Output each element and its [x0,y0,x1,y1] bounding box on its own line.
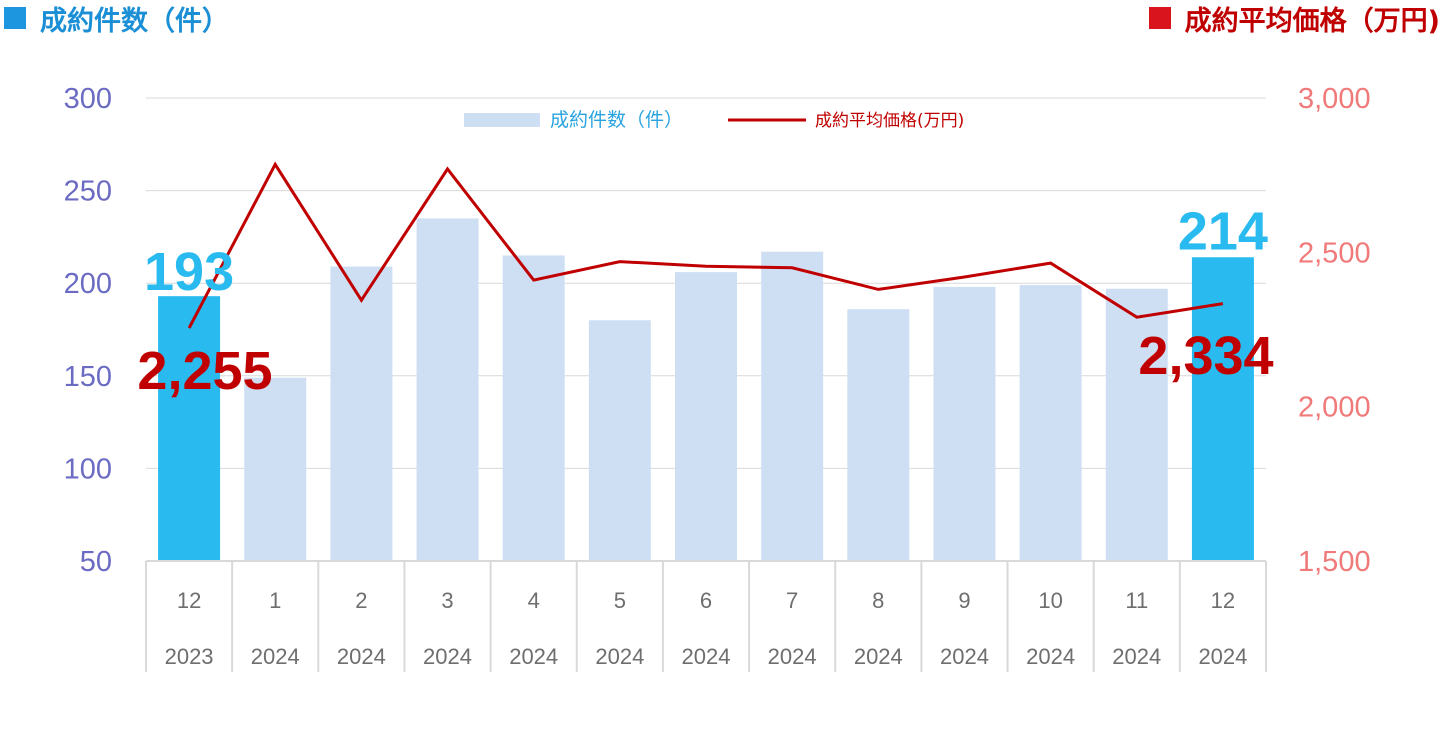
y-left-tick-label: 200 [64,268,112,300]
callout-line-last: 2,334 [1138,326,1273,386]
line-series-marker-icon [1148,7,1171,29]
x-tick-year: 2024 [940,644,989,669]
x-tick-year: 2024 [251,644,300,669]
right-axis-title-text: 成約平均価格（万円) [1184,5,1440,37]
y-right-tick-label: 2,000 [1298,392,1371,424]
x-tick-month: 9 [958,588,970,613]
y-left-tick-label: 100 [64,453,112,485]
y-right-tick-label: 3,000 [1298,83,1371,115]
x-tick-year: 2023 [165,644,214,669]
bar [502,255,565,562]
callout-bar-first: 193 [144,242,234,302]
bar [761,251,824,561]
x-tick-year: 2024 [509,644,558,669]
bar [847,309,910,561]
x-tick-month: 12 [1211,588,1235,613]
x-tick-year: 2024 [595,644,644,669]
x-tick-month: 11 [1125,588,1148,613]
x-tick-month: 5 [614,588,626,613]
x-tick-month: 1 [269,588,281,613]
legend-bar-swatch [464,113,540,127]
bar-series-marker-icon [4,7,26,29]
x-tick-month: 6 [700,588,712,613]
bar [588,320,651,561]
x-tick-year: 2024 [1026,644,1075,669]
y-left-tick-label: 300 [64,83,112,115]
x-tick-year: 2024 [337,644,386,669]
x-tick-year: 2024 [1198,644,1247,669]
x-tick-month: 8 [872,588,884,613]
bar [1191,257,1254,561]
x-tick-month: 12 [177,588,201,613]
bar [330,266,393,561]
x-tick-month: 3 [441,588,453,613]
y-left-tick-label: 150 [64,361,112,393]
x-tick-year: 2024 [423,644,472,669]
price-line [187,161,1224,329]
x-tick-year: 2024 [854,644,903,669]
x-tick-year: 2024 [682,644,731,669]
x-tick-month: 2 [355,588,367,613]
left-axis-title: 成約件数（件） [4,0,229,37]
legend-line-label: 成約平均価格(万円) [815,111,964,131]
x-tick-month: 7 [786,588,798,613]
callout-bar-last: 214 [1178,201,1268,261]
bar [244,377,307,561]
y-right-tick-label: 1,500 [1298,546,1371,578]
callout-line-first: 2,255 [137,341,272,401]
bar [416,218,479,561]
bar [158,296,221,561]
left-axis-title-text: 成約件数（件） [40,5,229,37]
x-tick-year: 2024 [768,644,817,669]
bar [1105,288,1168,561]
bar [1019,285,1082,561]
x-tick-year: 2024 [1112,644,1161,669]
bar [675,272,737,561]
x-tick-month: 4 [528,588,540,613]
legend-bar-label: 成約件数（件） [550,109,683,131]
y-left-tick-label: 250 [64,176,112,208]
y-left-tick-label: 50 [80,546,112,578]
x-tick-month: 10 [1038,588,1062,613]
bar [933,286,996,561]
right-axis-title: 成約平均価格（万円) [1148,0,1440,37]
y-right-tick-label: 2,500 [1298,237,1371,269]
